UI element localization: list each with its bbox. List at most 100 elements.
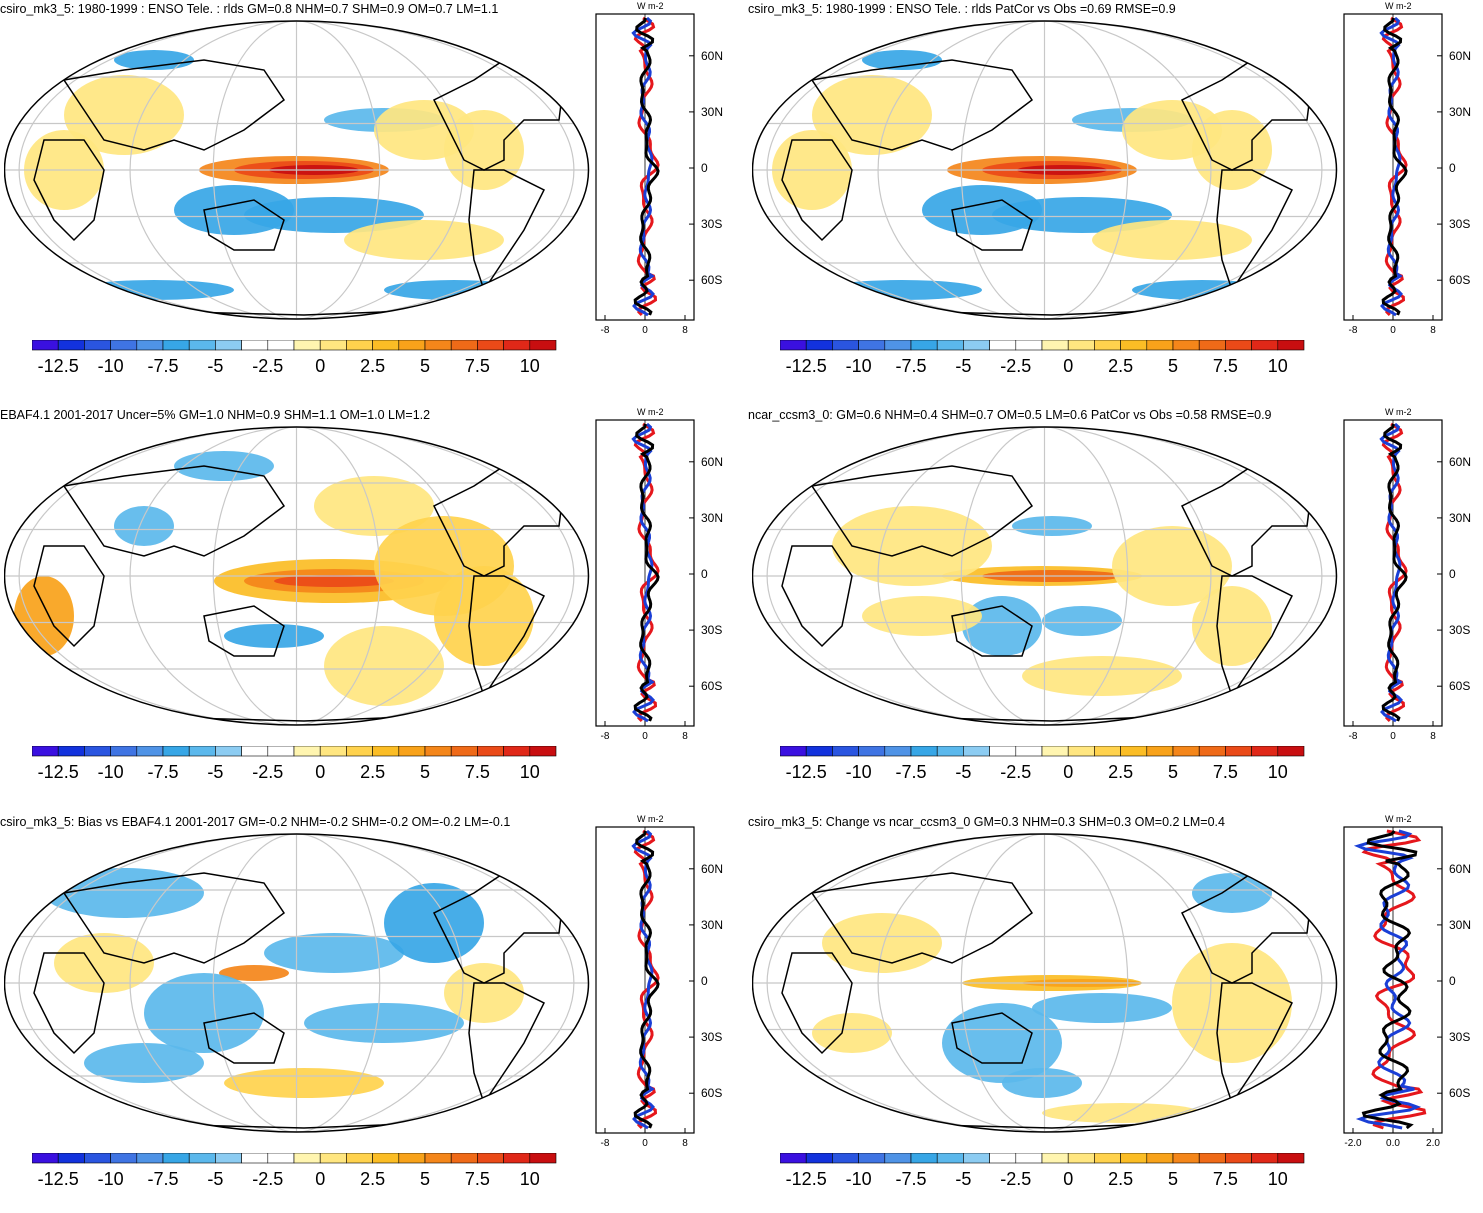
anomaly-contour	[812, 75, 932, 155]
colorbar-swatch	[372, 746, 400, 757]
colorbar-label: -12.5	[786, 1169, 827, 1189]
colorbar-label: -12.5	[786, 356, 827, 376]
colorbar-swatch	[398, 746, 426, 757]
map-border	[4, 426, 590, 726]
coastline	[810, 872, 1034, 964]
colorbar-swatch	[477, 340, 504, 351]
colorbar-swatch	[215, 746, 242, 757]
colorbar-swatch	[884, 340, 912, 351]
lat-tick-label: 60S	[1449, 679, 1470, 693]
lat-tick-label: 60N	[701, 455, 723, 469]
colorbar-swatch	[398, 340, 426, 351]
colorbar-swatch	[188, 340, 216, 351]
world-map	[4, 426, 590, 726]
panel-title: ncar_ccsm3_0: GM=0.6 NHM=0.4 SHM=0.7 OM=…	[748, 408, 1272, 422]
graticule	[752, 427, 1337, 725]
colorbar-label: -5	[207, 1169, 223, 1189]
colorbar-swatch	[1251, 746, 1279, 757]
zonal-tick-label: -8	[601, 1138, 610, 1149]
colorbar-label: -2.5	[1000, 762, 1031, 782]
colorbar-label: 5	[420, 356, 430, 376]
colorbar-swatch	[450, 746, 478, 757]
coastline	[781, 952, 853, 1055]
anomaly-contour	[812, 1013, 892, 1053]
zonal-tick-label: -8	[1349, 325, 1358, 336]
zonal-unit-label: W m-2	[1385, 814, 1412, 824]
coastline	[33, 139, 105, 242]
colorbar-swatch	[293, 746, 321, 757]
anomaly-contour	[862, 50, 942, 70]
lat-tick-label: 30N	[1449, 511, 1471, 525]
colorbar-label: -10	[846, 1169, 872, 1189]
anomaly-contour	[64, 75, 184, 155]
zonal-tick-label: 0	[642, 731, 648, 742]
colorbar-swatch	[1172, 746, 1200, 757]
colorbar-swatch	[1277, 746, 1305, 757]
colorbar-label: -10	[846, 762, 872, 782]
anomaly-contour	[324, 626, 444, 706]
zonal-mean-line	[1381, 17, 1408, 316]
anomaly-contour	[1172, 943, 1292, 1063]
colorbar-swatch	[1041, 340, 1069, 351]
colorbar-swatch	[1225, 340, 1252, 351]
anomaly-contour	[1022, 656, 1182, 696]
lat-tick-label: 60N	[1449, 862, 1471, 876]
lat-tick-label: 0	[1449, 161, 1456, 175]
colorbar-swatch	[57, 340, 85, 351]
zonal-mean-plot: W m-2 60N 30N 0 30S 60S -8 0 8	[595, 407, 723, 742]
colorbar-label: 10	[520, 762, 540, 782]
colorbar-label: -10	[98, 356, 124, 376]
lat-tick-label: 30S	[1449, 623, 1470, 637]
panel-ncar: ncar_ccsm3_0: GM=0.6 NHM=0.4 SHM=0.7 OM=…	[748, 406, 1483, 806]
colorbar-swatch	[1067, 746, 1095, 757]
colorbar-swatch	[162, 340, 190, 351]
colorbar-label: -2.5	[1000, 356, 1031, 376]
colorbar-swatch	[503, 1153, 531, 1164]
lat-tick-label: 30S	[701, 217, 722, 231]
graticule	[752, 21, 1337, 319]
lat-tick-label: 30S	[701, 623, 722, 637]
map-border	[4, 20, 590, 320]
colorbar-swatch	[1146, 746, 1174, 757]
colorbar: -12.5-10-7.5-5-2.502.557.51012.5	[780, 1153, 1305, 1189]
colorbar-label: 10	[520, 1169, 540, 1189]
colorbar-label: 10	[1268, 1169, 1288, 1189]
colorbar-swatch	[858, 1153, 886, 1164]
anomaly-contour	[1192, 110, 1272, 190]
colorbar-swatch	[1225, 746, 1252, 757]
colorbar-label: -7.5	[895, 762, 926, 782]
colorbar-label: 10	[520, 356, 540, 376]
coastline	[810, 59, 1034, 151]
anomaly-contour	[444, 110, 524, 190]
colorbar-label: -12.5	[38, 762, 79, 782]
anomaly-contour	[144, 973, 264, 1053]
colorbar-swatch	[1251, 340, 1279, 351]
colorbar-swatch	[241, 1153, 269, 1164]
colorbar-swatch	[1251, 1153, 1279, 1164]
colorbar-swatch	[1015, 340, 1043, 351]
colorbar-swatch	[1146, 340, 1174, 351]
anomaly-contour	[1192, 873, 1272, 913]
colorbar: -12.5-10-7.5-5-2.502.557.51012.5	[780, 340, 1305, 376]
colorbar-label: 0	[315, 356, 325, 376]
lat-tick-label: 30N	[701, 511, 723, 525]
anomaly-contour	[274, 575, 394, 587]
lat-tick-label: 60S	[701, 1086, 722, 1100]
colorbar-label: -5	[955, 762, 971, 782]
zonal-tick-label: 8	[1430, 325, 1436, 336]
colorbar-label: -12.5	[38, 1169, 79, 1189]
colorbar-label: -10	[846, 356, 872, 376]
panel-change: csiro_mk3_5: Change vs ncar_ccsm3_0 GM=0…	[748, 813, 1483, 1213]
colorbar-label: 5	[1168, 762, 1178, 782]
map-border	[752, 20, 1338, 320]
colorbar-swatch	[267, 1153, 295, 1164]
lat-tick-label: 0	[701, 974, 708, 988]
zonal-mean-line	[1361, 829, 1418, 1130]
colorbar-swatch	[503, 746, 531, 757]
colorbar-label: -7.5	[895, 1169, 926, 1189]
anomaly-contour	[174, 451, 274, 481]
colorbar-swatch	[910, 340, 938, 351]
colorbar-label: 10	[1268, 762, 1288, 782]
colorbar-swatch	[188, 1153, 216, 1164]
world-map	[4, 833, 590, 1133]
